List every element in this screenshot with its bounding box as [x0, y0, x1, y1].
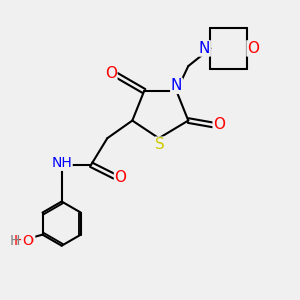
Text: O: O — [105, 66, 117, 81]
Text: O: O — [115, 170, 127, 185]
Text: O: O — [247, 41, 259, 56]
Text: N: N — [171, 78, 182, 93]
Text: NH: NH — [51, 156, 72, 170]
Text: S: S — [155, 137, 165, 152]
Text: O: O — [22, 233, 33, 248]
Text: H: H — [10, 233, 20, 248]
Text: HO: HO — [14, 233, 34, 248]
Text: O: O — [213, 118, 225, 133]
Text: N: N — [199, 41, 210, 56]
